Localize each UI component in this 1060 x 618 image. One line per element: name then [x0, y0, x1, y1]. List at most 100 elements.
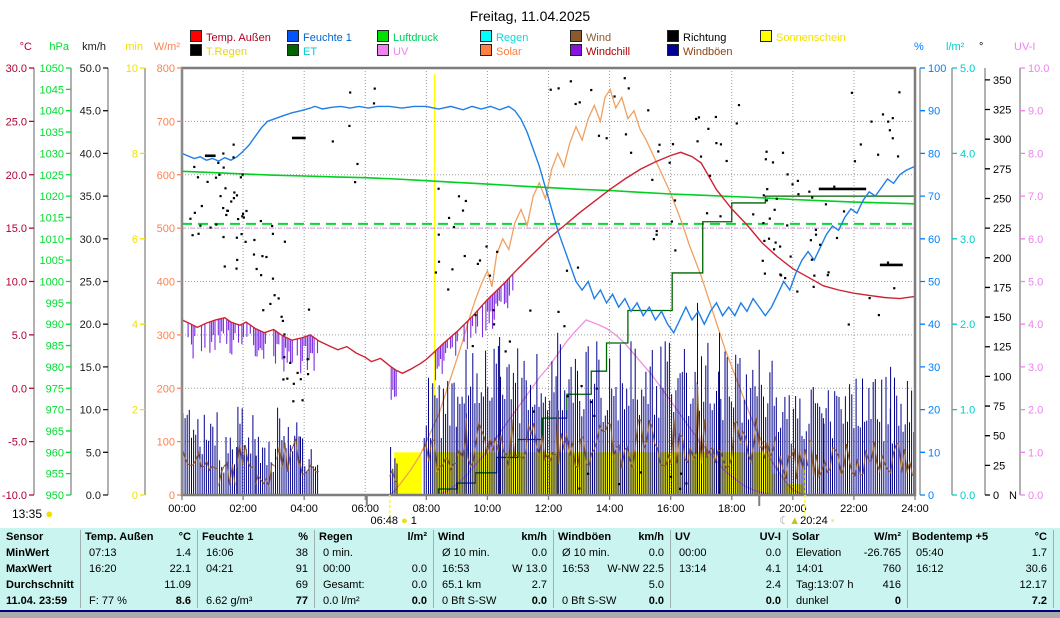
- stat-time: 00:00: [679, 547, 707, 559]
- richtung-dot: [678, 487, 682, 490]
- axis-text: 45.0: [80, 106, 101, 118]
- col-header: Temp. Außen: [85, 531, 154, 543]
- richtung-dot: [529, 309, 532, 312]
- richtung-dot: [476, 262, 479, 266]
- axis-text: 1040: [40, 106, 64, 118]
- richtung-dot: [881, 113, 885, 116]
- richtung-dot: [281, 319, 284, 323]
- legend-swatch: [190, 44, 202, 56]
- axis-text: 800: [157, 63, 175, 75]
- axis-text: 08:00: [413, 503, 441, 515]
- axis-text: 325: [993, 105, 1011, 117]
- richtung-dot: [277, 297, 280, 300]
- col-header: Feuchte 1: [202, 531, 254, 543]
- stat-value: 69: [295, 579, 308, 591]
- col-header: Windböen: [558, 531, 612, 543]
- axis-text: 5.0: [960, 63, 975, 75]
- stat-time: 05:40: [916, 547, 944, 559]
- richtung-dot: [685, 482, 688, 485]
- axis-text: 0.0: [12, 383, 27, 395]
- richtung-dot: [239, 176, 242, 179]
- richtung-dot: [725, 159, 728, 163]
- series-wind: [276, 438, 300, 473]
- richtung-dot: [271, 232, 275, 235]
- axis-text: 30.0: [80, 234, 101, 246]
- richtung-dot: [639, 471, 643, 474]
- richtung-dot: [569, 80, 572, 83]
- stat-value: 2.7: [531, 579, 547, 591]
- table-divider: [907, 530, 908, 608]
- richtung-dot: [261, 255, 264, 258]
- richtung-dot: [578, 101, 581, 104]
- richtung-dot: [233, 191, 236, 194]
- richtung-dot: [349, 91, 352, 94]
- richtung-dot: [658, 143, 661, 146]
- legend-swatch: [570, 44, 582, 56]
- axis-text: 985: [46, 341, 64, 353]
- axis-text: 20:00: [779, 503, 807, 515]
- richtung-dot: [271, 224, 274, 228]
- richtung-dot: [853, 160, 857, 163]
- stat-value: 11.09: [164, 579, 191, 591]
- stat-time: 14:01: [796, 563, 824, 575]
- richtung-dot: [771, 161, 775, 164]
- axis-text: 10.0: [6, 277, 27, 289]
- richtung-dot: [222, 206, 225, 210]
- richtung-dot: [810, 258, 814, 261]
- stat-value: 0.0: [648, 547, 664, 559]
- richtung-dot: [842, 210, 846, 213]
- stat-time: F: 77 %: [89, 595, 127, 607]
- stat-value: 1.4: [175, 547, 191, 559]
- weather-chart: -10.0-5.00.05.010.015.020.025.030.0°C950…: [2, 41, 1050, 527]
- axis-text: 1005: [40, 255, 64, 267]
- richtung-dot: [214, 176, 218, 179]
- stat-value: W 13.0: [512, 563, 547, 575]
- axis-text: 8.0: [1028, 148, 1043, 160]
- axis-text: 0.0: [1028, 490, 1043, 502]
- richtung-dot: [812, 285, 815, 288]
- axis-text: 80: [928, 148, 940, 160]
- sunshine-total-value: 13:35: [12, 507, 43, 521]
- series-wind: [777, 448, 809, 480]
- stat-value: 0.0: [765, 547, 781, 559]
- richtung-dot: [707, 127, 710, 130]
- richtung-dot: [674, 249, 677, 252]
- legend-swatch: [667, 30, 679, 42]
- stat-value: -26.765: [863, 547, 901, 559]
- legend-swatch: [570, 30, 582, 42]
- stat-value: 416: [882, 579, 901, 591]
- sunshine-block: [785, 484, 804, 495]
- richtung-dot: [850, 91, 854, 94]
- axis-text: km/h: [82, 41, 106, 53]
- series-et: [395, 195, 915, 496]
- richtung-dot: [224, 187, 227, 190]
- richtung-dot: [819, 243, 822, 246]
- richtung-dot: [891, 117, 894, 120]
- axis-text: 20.0: [6, 170, 27, 182]
- richtung-dot: [474, 314, 477, 317]
- richtung-dot: [193, 211, 196, 214]
- richtung-dot: [255, 267, 258, 271]
- richtung-dot: [618, 483, 621, 486]
- richtung-dot: [651, 178, 654, 181]
- legend-label: T.Regen: [206, 46, 247, 58]
- richtung-dot: [789, 255, 792, 258]
- sunrise-label: 06:48 ● 1: [370, 515, 416, 527]
- richtung-dot: [223, 265, 226, 268]
- richtung-dot: [269, 302, 272, 306]
- legend-item-t-regen: T.Regen: [190, 44, 247, 58]
- col-unit: l/m²: [407, 531, 427, 543]
- richtung-dot: [566, 395, 569, 398]
- richtung-dot: [226, 209, 229, 212]
- richtung-dot: [437, 260, 441, 263]
- richtung-dot: [859, 143, 862, 146]
- axis-ticks-temp_c: [29, 67, 34, 496]
- axis-text: 6: [132, 234, 138, 246]
- axis-text: 10.0: [80, 405, 101, 417]
- axis-text: -10.0: [2, 490, 27, 502]
- axis-ticks-min: [140, 67, 145, 496]
- richtung-dot: [576, 266, 580, 269]
- stat-time: 13:14: [679, 563, 707, 575]
- richtung-dot: [273, 294, 276, 297]
- stat-value: 0.0: [765, 595, 781, 607]
